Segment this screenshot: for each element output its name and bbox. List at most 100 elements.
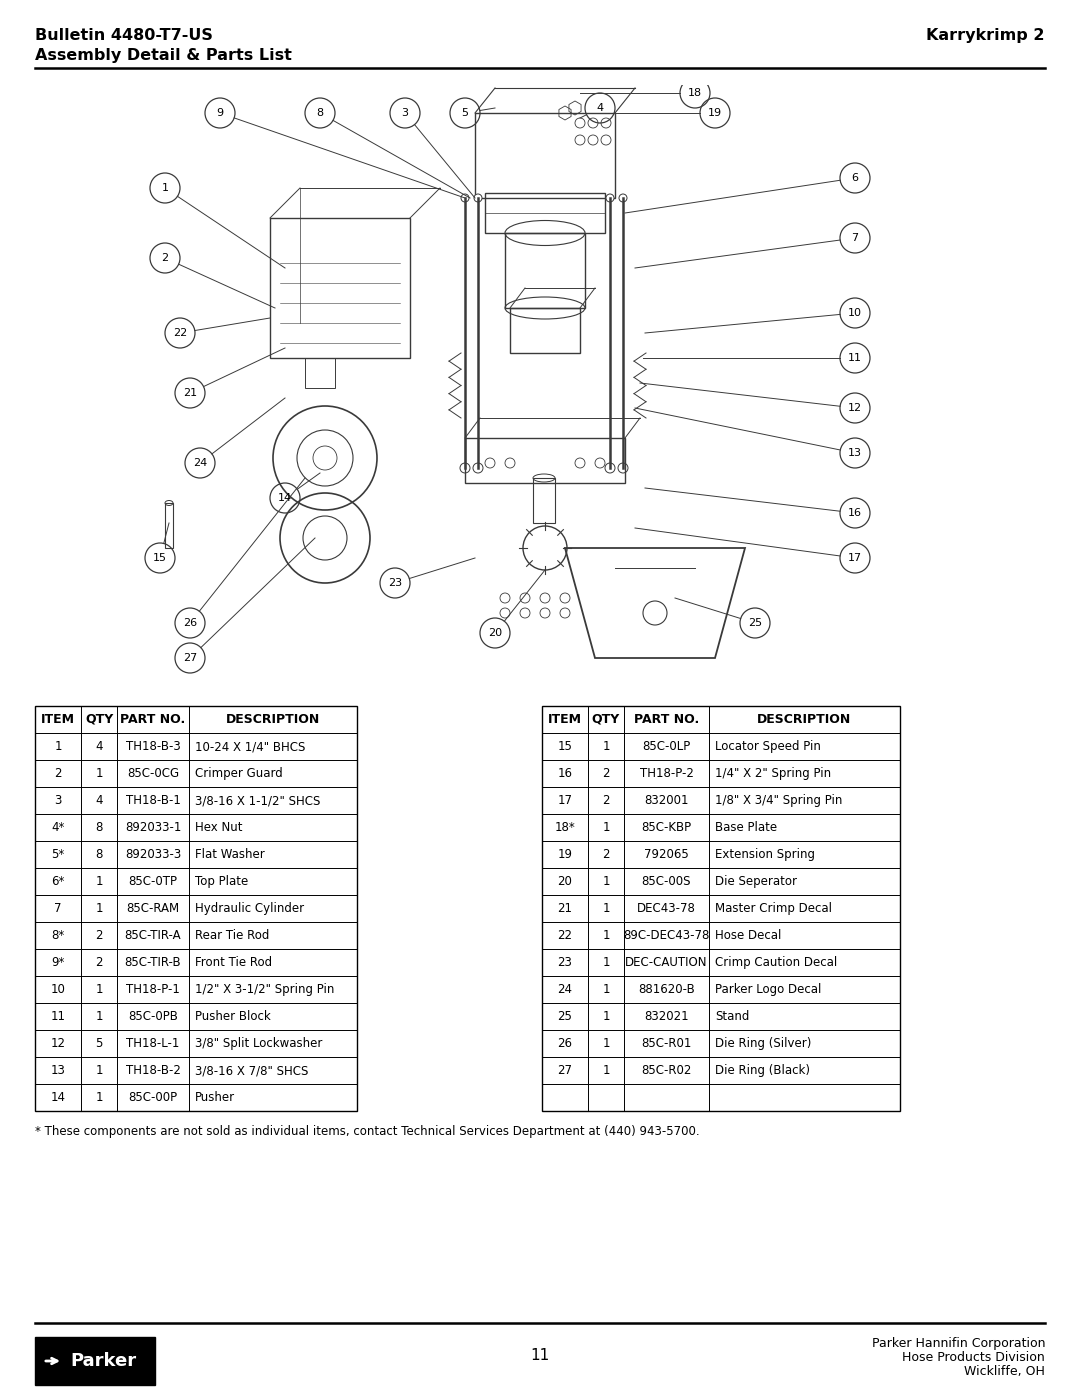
Text: 7: 7 bbox=[54, 902, 62, 915]
Text: 20: 20 bbox=[557, 875, 572, 888]
Text: Extension Spring: Extension Spring bbox=[715, 848, 815, 861]
Text: 4*: 4* bbox=[52, 821, 65, 834]
Text: 10-24 X 1/4" BHCS: 10-24 X 1/4" BHCS bbox=[195, 740, 306, 753]
Circle shape bbox=[618, 462, 627, 474]
Text: Master Crimp Decal: Master Crimp Decal bbox=[715, 902, 832, 915]
Circle shape bbox=[606, 194, 615, 203]
Text: 2: 2 bbox=[54, 767, 62, 780]
Circle shape bbox=[619, 194, 627, 203]
Bar bbox=[542, 705, 900, 1111]
Text: 22: 22 bbox=[557, 929, 572, 942]
Text: 85C-R01: 85C-R01 bbox=[642, 1037, 691, 1051]
Text: Base Plate: Base Plate bbox=[715, 821, 778, 834]
Text: 20: 20 bbox=[488, 629, 502, 638]
Text: 3/8-16 X 7/8" SHCS: 3/8-16 X 7/8" SHCS bbox=[195, 1065, 309, 1077]
Text: 18: 18 bbox=[688, 88, 702, 98]
Text: 1: 1 bbox=[603, 956, 610, 970]
Text: Flat Washer: Flat Washer bbox=[195, 848, 265, 861]
Text: 2: 2 bbox=[95, 956, 103, 970]
Text: 2: 2 bbox=[161, 253, 168, 263]
Text: 8: 8 bbox=[95, 821, 103, 834]
Text: 8: 8 bbox=[95, 848, 103, 861]
Text: 2: 2 bbox=[603, 793, 610, 807]
Text: TH18-B-2: TH18-B-2 bbox=[125, 1065, 180, 1077]
Bar bbox=[534, 478, 555, 522]
Text: 1: 1 bbox=[95, 983, 103, 996]
Text: 3/8" Split Lockwasher: 3/8" Split Lockwasher bbox=[195, 1037, 322, 1051]
Text: 4: 4 bbox=[95, 793, 103, 807]
Text: Assembly Detail & Parts List: Assembly Detail & Parts List bbox=[35, 47, 292, 63]
Bar bbox=[305, 358, 335, 388]
Text: 85C-00P: 85C-00P bbox=[129, 1091, 177, 1104]
Text: 892033-1: 892033-1 bbox=[125, 821, 181, 834]
Text: 7: 7 bbox=[851, 233, 859, 243]
Bar bbox=[485, 193, 605, 233]
Text: 1: 1 bbox=[603, 740, 610, 753]
Text: 10: 10 bbox=[51, 983, 66, 996]
Text: PART NO.: PART NO. bbox=[634, 712, 699, 726]
Text: 3: 3 bbox=[54, 793, 62, 807]
Text: Hex Nut: Hex Nut bbox=[195, 821, 243, 834]
Text: 89C-DEC43-78: 89C-DEC43-78 bbox=[623, 929, 710, 942]
Text: DESCRIPTION: DESCRIPTION bbox=[226, 712, 320, 726]
Text: 13: 13 bbox=[848, 448, 862, 458]
Text: 85C-RAM: 85C-RAM bbox=[126, 902, 179, 915]
Text: 11: 11 bbox=[51, 1010, 66, 1023]
Bar bbox=[165, 503, 173, 548]
Text: 85C-0CG: 85C-0CG bbox=[127, 767, 179, 780]
Text: Front Tie Rod: Front Tie Rod bbox=[195, 956, 272, 970]
Text: Die Ring (Silver): Die Ring (Silver) bbox=[715, 1037, 811, 1051]
Circle shape bbox=[474, 194, 482, 203]
Text: Hose Products Division: Hose Products Division bbox=[902, 1351, 1045, 1363]
Text: 1: 1 bbox=[603, 875, 610, 888]
Text: TH18-P-1: TH18-P-1 bbox=[126, 983, 180, 996]
Text: 1: 1 bbox=[603, 929, 610, 942]
Bar bbox=[35, 705, 357, 1111]
Text: 1: 1 bbox=[54, 740, 62, 753]
Text: Locator Speed Pin: Locator Speed Pin bbox=[715, 740, 821, 753]
Text: 13: 13 bbox=[51, 1065, 66, 1077]
Text: 9: 9 bbox=[216, 108, 224, 117]
Bar bbox=[270, 218, 410, 358]
Circle shape bbox=[460, 462, 470, 474]
Text: 5: 5 bbox=[95, 1037, 103, 1051]
Text: 26: 26 bbox=[557, 1037, 572, 1051]
Text: QTY: QTY bbox=[592, 712, 620, 726]
Text: 15: 15 bbox=[557, 740, 572, 753]
Text: DEC43-78: DEC43-78 bbox=[637, 902, 696, 915]
Text: 11: 11 bbox=[530, 1348, 550, 1362]
Text: 27: 27 bbox=[557, 1065, 572, 1077]
Text: 4: 4 bbox=[596, 103, 604, 113]
Text: 85C-TIR-B: 85C-TIR-B bbox=[124, 956, 181, 970]
Circle shape bbox=[473, 462, 483, 474]
Bar bbox=[465, 439, 625, 483]
Text: 1/4" X 2" Spring Pin: 1/4" X 2" Spring Pin bbox=[715, 767, 832, 780]
Text: 2: 2 bbox=[603, 848, 610, 861]
Text: 1: 1 bbox=[603, 983, 610, 996]
Text: * These components are not sold as individual items, contact Technical Services : * These components are not sold as indiv… bbox=[35, 1125, 700, 1139]
Text: TH18-P-2: TH18-P-2 bbox=[639, 767, 693, 780]
Circle shape bbox=[605, 462, 615, 474]
Text: 24: 24 bbox=[193, 458, 207, 468]
Text: Hydraulic Cylinder: Hydraulic Cylinder bbox=[195, 902, 305, 915]
Text: Karrykrimp 2: Karrykrimp 2 bbox=[927, 28, 1045, 43]
Text: PART NO.: PART NO. bbox=[120, 712, 186, 726]
Text: 85C-KBP: 85C-KBP bbox=[642, 821, 691, 834]
Text: 17: 17 bbox=[557, 793, 572, 807]
Text: 1: 1 bbox=[95, 767, 103, 780]
Text: 1: 1 bbox=[95, 902, 103, 915]
Text: 1: 1 bbox=[603, 1010, 610, 1023]
Text: 892033-3: 892033-3 bbox=[125, 848, 181, 861]
Circle shape bbox=[461, 194, 469, 203]
Text: Pusher Block: Pusher Block bbox=[195, 1010, 271, 1023]
Bar bbox=[505, 233, 585, 307]
Text: 14: 14 bbox=[51, 1091, 66, 1104]
Text: 26: 26 bbox=[183, 617, 197, 629]
Text: 4: 4 bbox=[95, 740, 103, 753]
Text: 15: 15 bbox=[153, 553, 167, 563]
Text: Crimper Guard: Crimper Guard bbox=[195, 767, 283, 780]
Text: 3/8-16 X 1-1/2" SHCS: 3/8-16 X 1-1/2" SHCS bbox=[195, 793, 321, 807]
Text: 19: 19 bbox=[557, 848, 572, 861]
Text: 16: 16 bbox=[557, 767, 572, 780]
Text: 85C-0PB: 85C-0PB bbox=[129, 1010, 178, 1023]
